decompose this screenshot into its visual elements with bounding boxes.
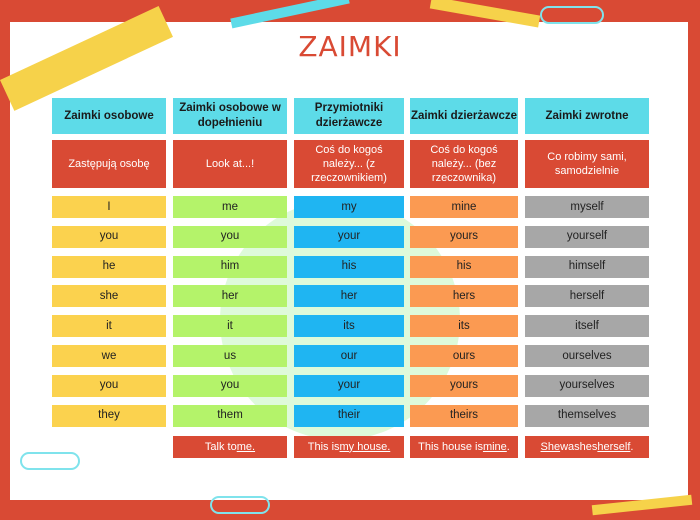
pronoun-cell: himself <box>525 255 649 278</box>
pronoun-cell: you <box>52 374 166 397</box>
pronoun-cell: their <box>294 404 404 427</box>
pronoun-cell: I <box>52 196 166 218</box>
pronoun-cell: themselves <box>525 404 649 427</box>
pronoun-cell: our <box>294 345 404 367</box>
column-description: Coś do kogoś należy... (bez rzeczownika) <box>410 140 518 188</box>
pronoun-cell: its <box>410 315 518 338</box>
column-description: Co robimy sami, samodzielnie <box>525 140 649 188</box>
pronoun-cell: they <box>52 404 166 427</box>
pronoun-cell: his <box>410 255 518 278</box>
pronoun-cell: herself <box>525 285 649 308</box>
pronoun-cell: we <box>52 345 166 367</box>
pronoun-cell: my <box>294 196 404 218</box>
pronoun-cell: it <box>52 315 166 338</box>
example-sentence: She washes herself. <box>525 436 649 458</box>
column-description: Zastępują osobę <box>52 140 166 188</box>
pronoun-cell: ours <box>410 345 518 367</box>
pronoun-cell: us <box>173 345 287 367</box>
pronoun-cell: me <box>173 196 287 218</box>
pronoun-cell: your <box>294 374 404 397</box>
pronoun-cell: you <box>173 225 287 248</box>
pronoun-cell: yourselves <box>525 374 649 397</box>
paperclip-decoration <box>210 496 270 514</box>
column-description: Coś do kogoś należy... (z rzeczownikiem) <box>294 140 404 188</box>
column-header: Zaimki osobowe w dopełnieniu <box>173 98 287 134</box>
paperclip-decoration <box>540 6 604 24</box>
column-header: Przymiotniki dzierżawcze <box>294 98 404 134</box>
pronoun-cell: her <box>294 285 404 308</box>
pronoun-cell: your <box>294 225 404 248</box>
pronoun-cell: him <box>173 255 287 278</box>
column-header: Zaimki osobowe <box>52 98 166 134</box>
column-header: Zaimki zwrotne <box>525 98 649 134</box>
pronoun-cell: it <box>173 315 287 338</box>
page-title: ZAIMKI <box>298 30 402 63</box>
pronoun-cell: them <box>173 404 287 427</box>
example-sentence: Talk to me. <box>173 436 287 458</box>
pronoun-cell: yours <box>410 225 518 248</box>
pronoun-cell: its <box>294 315 404 338</box>
pronoun-cell: she <box>52 285 166 308</box>
example-sentence: This house is mine. <box>410 436 518 458</box>
pronoun-cell: ourselves <box>525 345 649 367</box>
column-header: Zaimki dzierżawcze <box>410 98 518 134</box>
pronoun-cell: yours <box>410 374 518 397</box>
pronoun-cell: you <box>52 225 166 248</box>
pronoun-cell: yourself <box>525 225 649 248</box>
pronoun-cell: her <box>173 285 287 308</box>
pronoun-cell: myself <box>525 196 649 218</box>
pronoun-cell: hers <box>410 285 518 308</box>
pronoun-cell: mine <box>410 196 518 218</box>
column-description: Look at...! <box>173 140 287 188</box>
pronoun-cell: theirs <box>410 404 518 427</box>
example-sentence: This is my house. <box>294 436 404 458</box>
pronoun-cell: he <box>52 255 166 278</box>
paperclip-decoration <box>20 452 80 470</box>
pronoun-cell: itself <box>525 315 649 338</box>
pronoun-cell: you <box>173 374 287 397</box>
pronoun-cell: his <box>294 255 404 278</box>
